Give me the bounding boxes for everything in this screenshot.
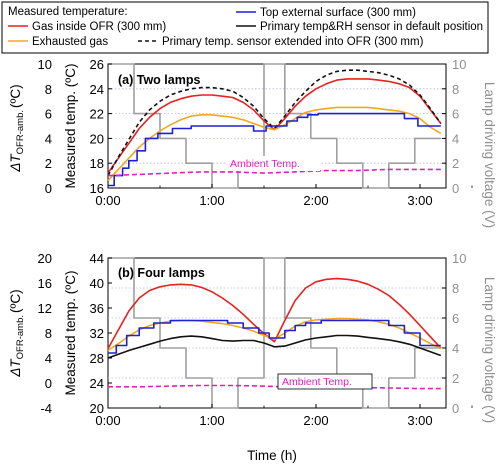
legend: Measured temperature: Gas inside OFR (30…	[1, 1, 489, 54]
legend-label: Primary temp. sensor extended into OFR (…	[162, 36, 424, 48]
panel-a-voltage-tick-label: 6	[452, 107, 459, 122]
panel-a-measured-tick-label: 16	[90, 181, 104, 196]
panel-a-x-tick-label: 1:00	[199, 193, 224, 208]
panel-a-series-top-surface	[108, 112, 441, 187]
panel-a-measured-tick-label: 18	[90, 156, 104, 171]
panel-b-x-tick-label: 2:00	[303, 413, 328, 428]
panel-a-ambient-label: Ambient Temp.	[230, 158, 300, 170]
panel-b-delta-tick-label: -4	[40, 401, 52, 416]
panel-b-measured-ylabel: Measured temp. (ºC)	[63, 271, 78, 396]
panel-a-x-tick-label: 0:00	[95, 193, 120, 208]
x-axis-title: Time (h)	[247, 448, 297, 463]
panel-b-label: (b) Four lamps	[118, 266, 205, 280]
panel-b-measured-tick-label: 36	[90, 301, 104, 316]
legend-box	[1, 1, 489, 54]
panel-a-series-primary-extended	[107, 69, 442, 176]
legend-label: Gas inside OFR (300 mm)	[32, 21, 166, 33]
panel-b-x-tick-label: 1:00	[199, 413, 224, 428]
panel-b-ambient-label: Ambient Temp.	[282, 376, 352, 388]
panel-a-voltage-tick-label: 10	[452, 57, 466, 72]
panel-b-voltage-tick-label: 4	[452, 341, 459, 356]
panel-b-measured-tick-label: 44	[90, 251, 104, 266]
panel-b-ambient-box	[277, 373, 373, 390]
panel-b-voltage-tick-label: 8	[452, 281, 459, 296]
panel-b-measured-tick-label: 28	[90, 351, 104, 366]
panel-b-delta-tick-label: 4	[45, 351, 52, 366]
legend-title: Measured temperature:	[8, 6, 128, 18]
panel-a-delta-symbol: ΔT	[8, 153, 23, 173]
panel-b-voltage-tick-label: 0	[452, 401, 459, 416]
panel-a-delta-sub: OFR-amb.	[15, 110, 26, 154]
panel-a-delta-ylabel: ΔTOFR-amb. (ºC)	[8, 84, 26, 172]
panel-b-measured-tick-label: 32	[90, 326, 104, 341]
panel-a-series-exhausted	[107, 106, 442, 182]
panel-a-delta-tick-label: 10	[38, 57, 52, 72]
legend-label: Primary temp&RH sensor in default positi…	[260, 21, 483, 33]
panel-b-series-primary-default	[107, 334, 442, 359]
panel-b-delta-tick-label: 20	[38, 251, 52, 266]
panel-a-delta-tick-label: 2	[45, 156, 52, 171]
panel-b-delta-unit: (ºC)	[8, 289, 23, 313]
panel-a-voltage-ylabel: Lamp driving voltage (V)	[482, 82, 497, 228]
panel-b-delta-sub: OFR-amb.	[15, 315, 26, 359]
legend-label: Top external surface (300 mm)	[260, 7, 416, 19]
panel-a-delta-tick-label: 0	[45, 181, 52, 196]
legend-label: Exhausted gas	[32, 36, 108, 48]
panel-a-series-voltage	[108, 63, 441, 189]
panel-b-delta-ylabel: ΔTOFR-amb. (ºC)	[8, 289, 26, 377]
panel-b-delta-tick-label: 12	[38, 301, 52, 316]
panel-a-ambient-annotation: Ambient Temp.	[226, 156, 320, 171]
panel-a-measured-ylabel: Measured temp. (ºC)	[63, 64, 78, 189]
panel-a-measured-tick-label: 26	[90, 57, 104, 72]
legend-item-gas-inside: Gas inside OFR (300 mm)	[8, 21, 166, 33]
panel-a-ambient-box	[226, 156, 320, 171]
panel-b-delta-symbol: ΔT	[8, 358, 23, 378]
panel-a-series-ambient	[107, 168, 441, 177]
panel-a-delta-unit: (ºC)	[8, 84, 23, 108]
panel-b-x-tick-label: 3:00	[407, 413, 432, 428]
legend-item-primary-extended: Primary temp. sensor extended into OFR (…	[138, 36, 424, 48]
panel-a-label: (a) Two lamps	[118, 73, 200, 87]
panel-b-delta-tick-label: 16	[38, 276, 52, 291]
panel-a-voltage-tick-label: 8	[452, 82, 459, 97]
panel-a-x-tick-label: 2:00	[303, 193, 328, 208]
panel-b-voltage-tick-label: 10	[452, 251, 466, 266]
panel-a-voltage-tick-label: 0	[452, 181, 459, 196]
panel-a-measured-tick-label: 22	[90, 107, 104, 122]
legend-item-top-surface: Top external surface (300 mm)	[236, 7, 416, 19]
panel-b-series-gas-inside	[107, 277, 442, 349]
panel-b-measured-tick-label: 40	[90, 276, 104, 291]
panel-b-measured-tick-label: 24	[90, 376, 104, 391]
panel-b-frame	[107, 257, 447, 409]
panel-b-x-tick-label: 0:00	[95, 413, 120, 428]
panel-b-series-top-surface	[108, 319, 441, 354]
panel-b-voltage-tick-label: 2	[452, 371, 459, 386]
panel-a-measured-tick-label: 24	[90, 82, 104, 97]
panel-a-voltage-tick-label: 4	[452, 131, 459, 146]
panel-b-voltage-ylabel: Lamp driving voltage (V)	[482, 277, 497, 423]
legend-item-primary-default: Primary temp&RH sensor in default positi…	[236, 21, 483, 33]
panel-b-voltage-tick-label: 6	[452, 311, 459, 326]
panel-a-voltage-tick-label: 2	[452, 156, 459, 171]
panel-a-measured-tick-label: 20	[90, 131, 104, 146]
panel-b-measured-tick-label: 20	[90, 401, 104, 416]
panel-b-ambient-annotation: Ambient Temp.	[277, 373, 373, 390]
panel-b-series-voltage	[108, 257, 441, 409]
legend-item-exhausted: Exhausted gas	[8, 36, 108, 48]
panel-a-delta-tick-label: 6	[45, 107, 52, 122]
panel-b-delta-tick-label: 0	[45, 376, 52, 391]
panel-b-delta-tick-label: 8	[45, 326, 52, 341]
panel-b-series-ambient	[108, 384, 441, 390]
panel-a-x-tick-label: 3:00	[407, 193, 432, 208]
panel-a-delta-tick-label: 8	[45, 82, 52, 97]
panel-a-delta-tick-label: 4	[45, 131, 52, 146]
